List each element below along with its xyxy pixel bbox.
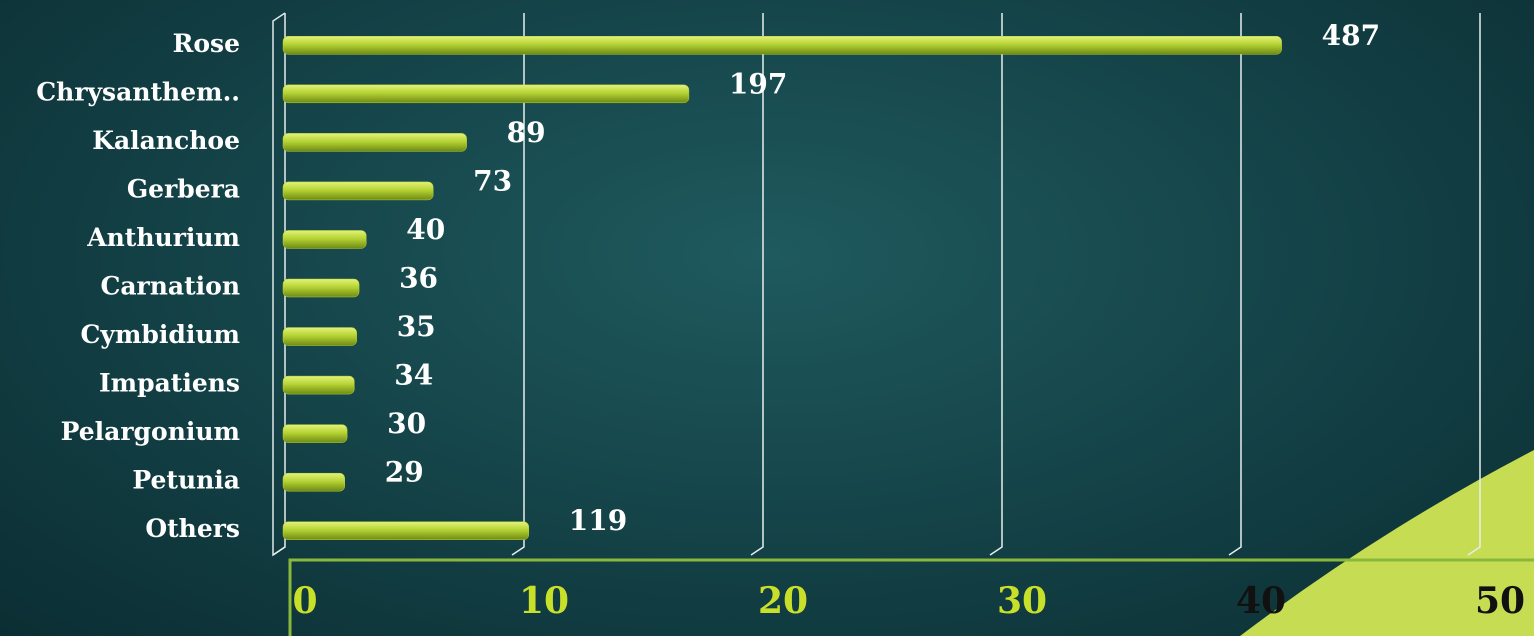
y-tick-label: Gerbera <box>127 174 240 203</box>
data-label: 29 <box>385 456 424 489</box>
x-tick-label: 10 <box>519 580 569 622</box>
x-tick-label: 50 <box>1475 580 1525 622</box>
grid-line <box>1467 13 1481 556</box>
data-label: 89 <box>507 116 546 149</box>
bar <box>282 424 348 443</box>
bar <box>282 327 357 346</box>
y-tick-label: Anthurium <box>86 223 240 252</box>
y-tick-label: Pelargonium <box>61 417 240 446</box>
bar <box>282 375 355 395</box>
bar <box>282 133 467 152</box>
data-label: 35 <box>397 310 436 343</box>
y-tick-label: Carnation <box>100 272 240 301</box>
data-label: 36 <box>399 262 438 295</box>
grid-line <box>750 13 764 556</box>
bar <box>282 472 345 492</box>
y-tick-label: Cymbidium <box>81 320 240 349</box>
x-tick-label: 30 <box>997 580 1047 622</box>
data-label: 487 <box>1322 19 1380 52</box>
y-tick-label: Rose <box>173 29 240 58</box>
data-label: 30 <box>387 407 426 440</box>
data-label: 197 <box>729 67 787 100</box>
data-label: 34 <box>394 359 433 392</box>
y-tick-label: Impatiens <box>99 369 240 398</box>
grid-line <box>511 13 525 556</box>
bar <box>282 36 1282 55</box>
y-tick-label: Kalanchoe <box>92 126 240 155</box>
grid-line <box>989 13 1003 556</box>
y-tick-label: Others <box>145 514 240 543</box>
axis-box <box>288 558 1534 636</box>
x-tick-label: 0 <box>292 580 317 622</box>
bar <box>282 521 530 540</box>
x-tick-label: 40 <box>1236 580 1286 622</box>
bar <box>282 84 690 104</box>
y-tick-label: Chrysanthem.. <box>36 77 240 106</box>
x-tick-label: 20 <box>758 580 808 622</box>
data-label: 73 <box>473 164 512 197</box>
decoration <box>1240 450 1534 636</box>
data-label: 40 <box>406 213 445 246</box>
bar <box>282 230 367 249</box>
y-tick-label: Petunia <box>132 466 240 495</box>
bar <box>282 181 434 201</box>
bar <box>282 278 360 298</box>
grid-line <box>1228 13 1242 556</box>
data-label: 119 <box>569 504 627 537</box>
